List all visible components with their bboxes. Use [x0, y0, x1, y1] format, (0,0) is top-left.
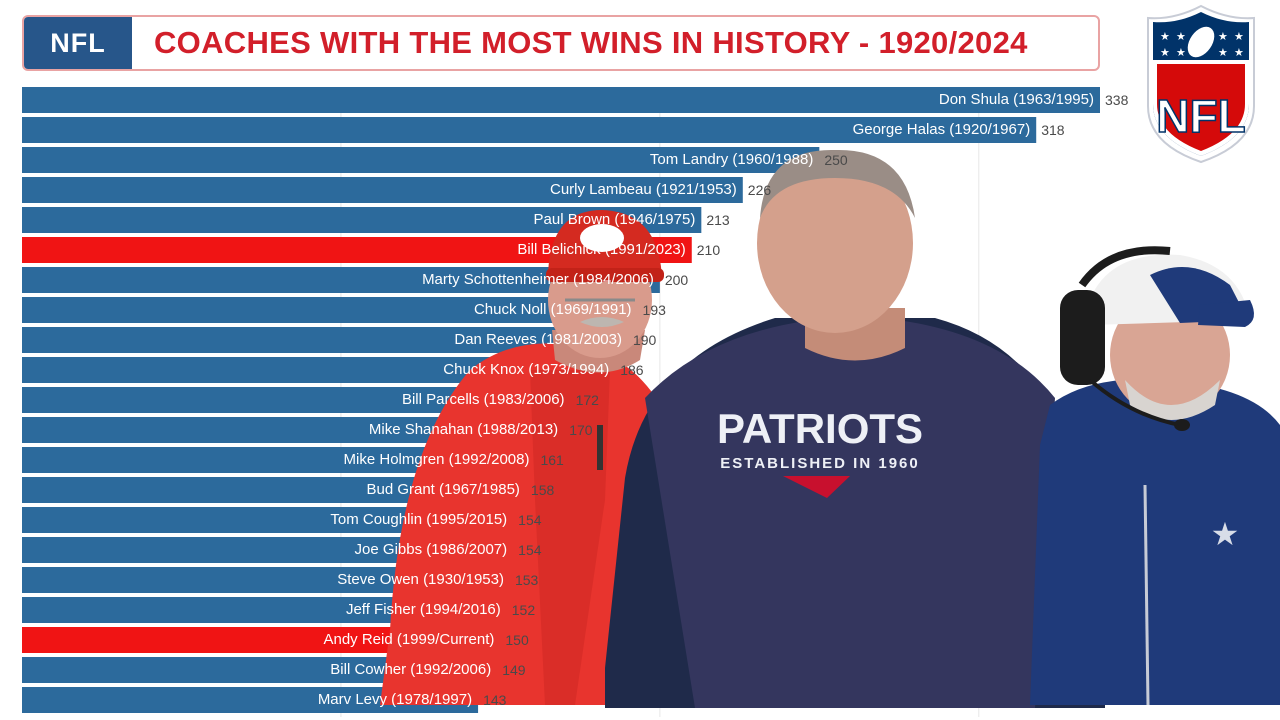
svg-text:★: ★ [1218, 30, 1228, 43]
svg-text:★: ★ [1160, 46, 1170, 59]
bar [22, 297, 638, 323]
nfl-logo-text: NFL [1156, 90, 1245, 142]
svg-text:★: ★ [1218, 46, 1228, 59]
bar [22, 87, 1100, 113]
patriots-shirt-text: PATRIOTS [717, 405, 923, 452]
chart-title: COACHES WITH THE MOST WINS IN HISTORY - … [154, 25, 1028, 60]
cowboys-coach-photo: ★ [1030, 246, 1280, 705]
svg-text:★: ★ [1234, 30, 1244, 43]
patriots-shirt-subtext: ESTABLISHED IN 1960 [720, 455, 919, 472]
svg-text:★: ★ [1211, 515, 1240, 553]
svg-text:★: ★ [1234, 46, 1244, 59]
bar [22, 147, 820, 173]
bars [22, 87, 1100, 713]
nfl-tag: NFL [24, 17, 132, 69]
bar [22, 177, 743, 203]
bar [22, 117, 1037, 143]
title-bar: NFL COACHES WITH THE MOST WINS IN HISTOR… [22, 15, 1100, 71]
svg-text:★: ★ [1160, 30, 1170, 43]
svg-text:★: ★ [1176, 46, 1186, 59]
svg-text:★: ★ [1176, 30, 1186, 43]
nfl-shield-icon: ★ ★ ★ ★ ★ ★ ★ ★ NFL [1147, 4, 1255, 164]
patriots-coach-photo: PATRIOTS ESTABLISHED IN 1960 [605, 149, 1105, 708]
